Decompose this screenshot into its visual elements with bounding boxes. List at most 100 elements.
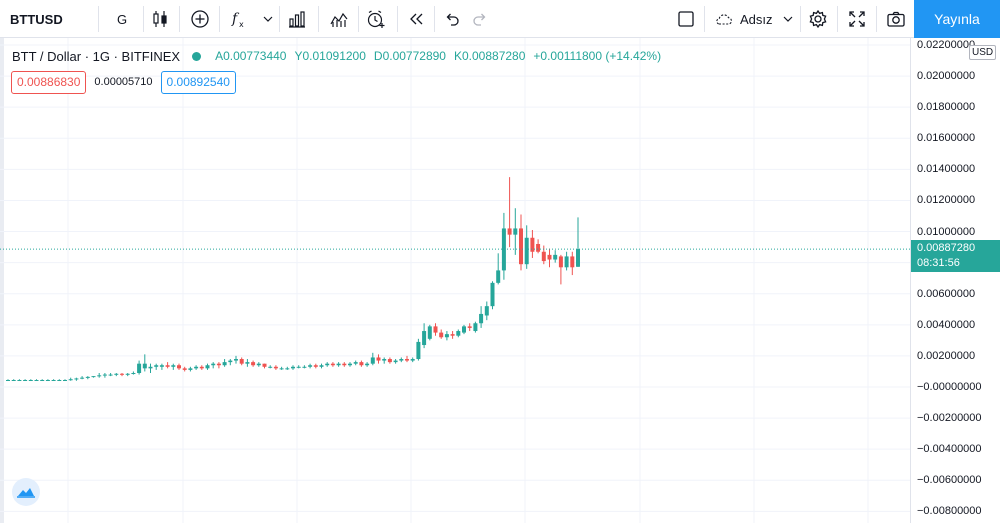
candle-body — [450, 334, 455, 336]
candle-body — [348, 363, 352, 366]
candle-body — [120, 373, 124, 375]
candle-body — [45, 380, 50, 382]
chevron-down-icon[interactable] — [261, 0, 275, 38]
candle-body — [484, 306, 489, 316]
candle-body — [177, 365, 181, 369]
fullscreen-icon[interactable] — [843, 0, 871, 38]
candle-body — [513, 228, 518, 235]
legend-title[interactable]: BTT / Dollar · 1G · BITFINEX — [12, 48, 181, 64]
toolbar-divider — [179, 6, 180, 32]
sell-price-button[interactable]: 0.00886830 — [11, 70, 87, 94]
candle-body — [6, 380, 10, 382]
candle-body — [319, 365, 324, 367]
candle-body — [416, 341, 421, 360]
toolbar-divider — [279, 6, 280, 32]
publish-button[interactable]: Yayınla — [914, 0, 1000, 38]
add-compare-icon[interactable] — [186, 0, 214, 38]
camera-icon[interactable] — [882, 0, 910, 38]
tradingview-logo-icon[interactable] — [12, 478, 40, 506]
left-panel-edge — [0, 38, 4, 523]
candle-body — [205, 365, 210, 369]
candle-body — [490, 282, 495, 307]
candle-body — [23, 380, 28, 382]
bar-countdown: 08:31:56 — [917, 257, 960, 270]
candle-body — [439, 332, 444, 338]
candle-body — [467, 326, 472, 328]
candle-body — [308, 365, 313, 367]
candle-body — [80, 377, 85, 379]
price-scale[interactable]: 0.02200000 0.02000000 0.01800000 0.01600000… — [910, 38, 1000, 523]
price-tick-label: 0.01200000 — [917, 194, 976, 207]
candle-body — [547, 254, 552, 260]
candle-body — [188, 368, 193, 370]
candle-body — [11, 380, 16, 382]
settings-icon[interactable] — [804, 0, 832, 38]
legend-open-label: A — [215, 49, 224, 63]
currency-badge[interactable]: USD — [969, 45, 997, 60]
candle-body — [325, 363, 330, 366]
buy-price-button[interactable]: 0.00892540 — [160, 70, 236, 94]
price-tick-label: 0.00400000 — [917, 318, 976, 331]
candle-body — [530, 237, 535, 252]
replay-icon[interactable] — [402, 0, 430, 38]
last-price-value: 0.00887280 — [917, 242, 976, 255]
alert-icon[interactable] — [362, 0, 390, 38]
last-price-label: 0.00887280 08:31:56 — [911, 240, 1000, 273]
candle-body — [182, 368, 187, 370]
candles-icon[interactable] — [146, 0, 174, 38]
legend-low-value: 0.00772890 — [382, 49, 446, 63]
candle-body — [433, 326, 438, 333]
candle-body — [370, 357, 375, 364]
candle-body — [336, 363, 341, 366]
candle-body — [427, 326, 432, 339]
price-tick-label: 0.00600000 — [917, 287, 976, 300]
candle-body — [97, 375, 102, 377]
candle-body — [393, 360, 398, 363]
candle-body — [125, 373, 130, 375]
candle-body — [479, 313, 484, 324]
legend-close-value: 0.00887280 — [462, 49, 526, 63]
toolbar-divider — [876, 6, 877, 32]
candle-body — [251, 362, 256, 366]
candle-body — [262, 363, 267, 367]
candle-body — [444, 334, 449, 338]
bid-ask-row: 0.00886830 0.00005710 0.00892540 — [11, 70, 236, 94]
candle-body — [154, 365, 159, 367]
candle-body — [422, 331, 427, 346]
layout-name-label[interactable]: Adsız — [740, 11, 773, 27]
candle-body — [171, 365, 176, 367]
svg-text:x: x — [239, 20, 244, 29]
candle-body — [313, 365, 318, 367]
price-tick-label: −0.00600000 — [917, 474, 982, 487]
redo-icon[interactable] — [466, 0, 494, 38]
candle-body — [273, 366, 278, 369]
candle-body — [570, 256, 575, 268]
candle-body — [51, 380, 56, 382]
undo-icon[interactable] — [438, 0, 466, 38]
cloud-icon[interactable] — [710, 0, 738, 38]
candle-body — [536, 243, 541, 252]
candle-body — [239, 359, 244, 364]
candle-body — [159, 365, 164, 367]
candle-body — [63, 380, 67, 382]
fullscreen-layout-icon[interactable] — [672, 0, 700, 38]
price-tick-label: 0.00200000 — [917, 349, 976, 362]
candle-body — [501, 228, 506, 271]
compare-chart-icon[interactable] — [325, 0, 353, 38]
legend-high: Y0.01091200 — [294, 49, 365, 63]
chevron-down-icon[interactable] — [781, 0, 795, 38]
price-tick-label: 0.01600000 — [917, 132, 976, 145]
toolbar-divider — [318, 6, 319, 32]
price-tick-label: −0.00800000 — [917, 505, 982, 518]
candle-body — [330, 363, 335, 366]
price-tick-label: −0.00200000 — [917, 412, 982, 425]
legend-low: D0.00772890 — [374, 49, 446, 63]
chart-legend: BTT / Dollar · 1G · BITFINEX A0.00773440… — [12, 47, 669, 65]
candle-body — [228, 360, 233, 363]
symbol-search-button[interactable]: BTTUSD — [10, 11, 63, 27]
interval-button[interactable]: G — [116, 11, 128, 27]
candlestick-chart[interactable] — [0, 38, 910, 523]
templates-icon[interactable] — [283, 0, 311, 38]
